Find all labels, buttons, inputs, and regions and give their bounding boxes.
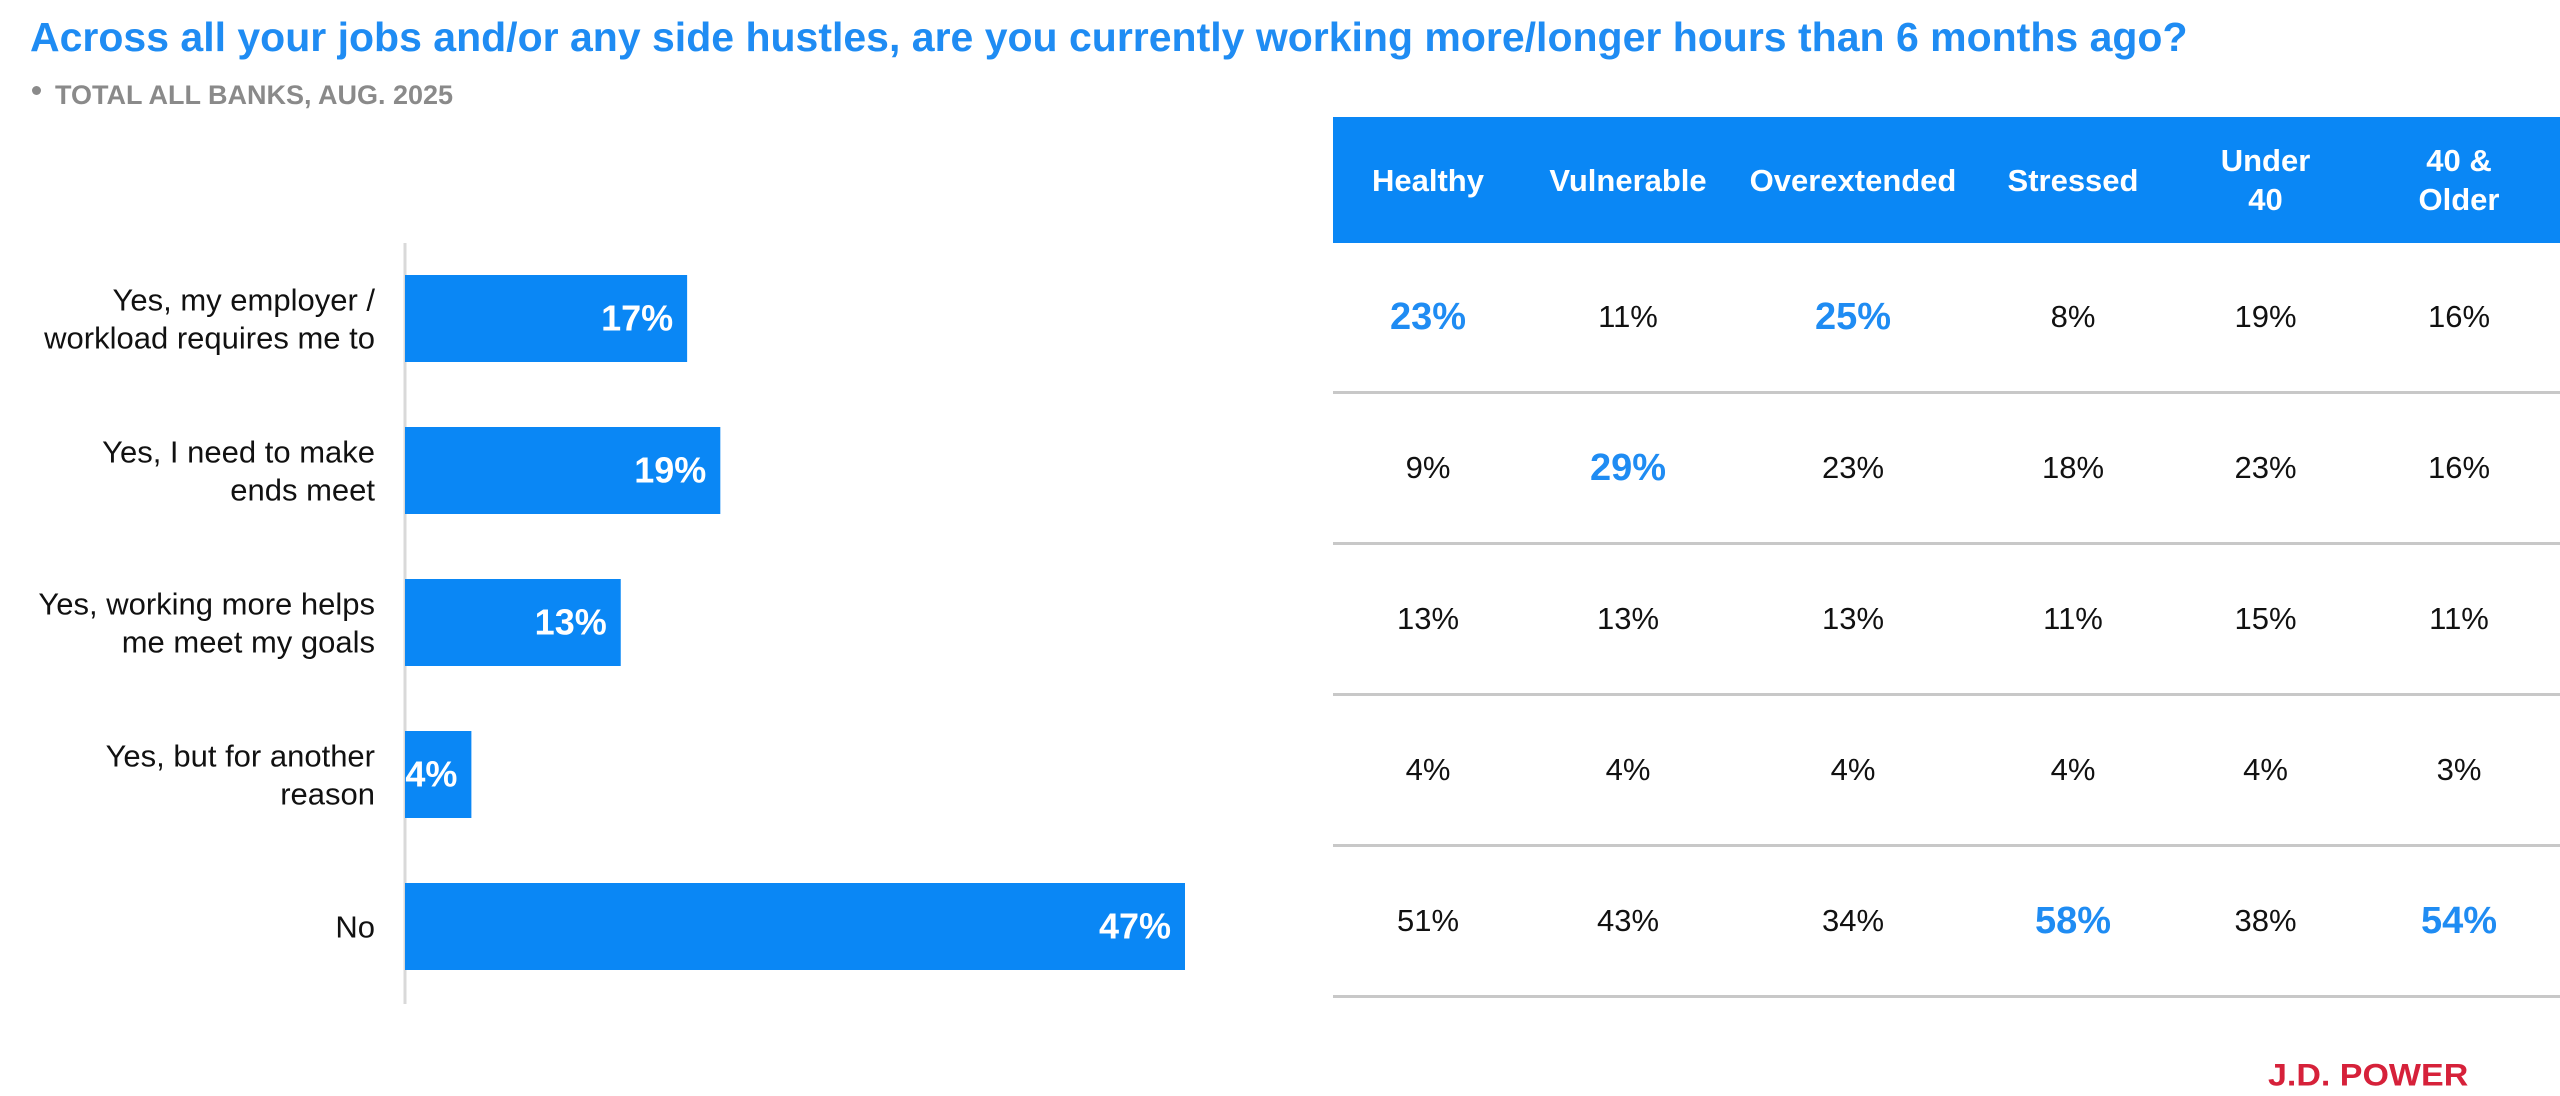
bar-value-label-2: 13% xyxy=(535,602,607,643)
category-label-0: Yes, my employer / workload requires me t… xyxy=(43,283,375,356)
table-cell: 51% xyxy=(1396,903,1460,938)
category-label-line: reason xyxy=(280,777,375,812)
chart-title: Across all your jobs and/or any side hus… xyxy=(30,14,2188,60)
category-label-line: Yes, I need to make xyxy=(102,435,375,470)
category-label-1: Yes, I need to make ends meet xyxy=(102,435,375,508)
table-cell: 11% xyxy=(2043,601,2103,636)
category-label-line: Yes, my employer / xyxy=(113,283,376,318)
table-cell: 8% xyxy=(2050,299,2096,334)
table-row: 9% 29% 23% 18% 23% 16% xyxy=(1333,394,2560,545)
table-cell: 23% xyxy=(2234,450,2297,485)
column-header-4: Under 40 xyxy=(2173,117,2358,243)
table-cell: 4% xyxy=(1605,752,1651,787)
category-label-line: Yes, but for another xyxy=(106,739,375,774)
table-cell-highlight: 23% xyxy=(1389,295,1467,338)
table-row: 4% 4% 4% 4% 4% 3% xyxy=(1333,696,2560,847)
table-cell: 43% xyxy=(1596,903,1660,938)
category-label-3: Yes, but for another reason xyxy=(106,739,375,812)
category-label-2: Yes, working more helps me meet my goals xyxy=(38,587,375,660)
table-cell: 4% xyxy=(2050,752,2096,787)
chart-subtitle: TOTAL ALL BANKS, AUG. 2025 xyxy=(30,80,453,111)
category-label-line: workload requires me to xyxy=(43,321,375,356)
table-cell: 16% xyxy=(2427,450,2491,485)
table-cell: 4% xyxy=(2243,752,2288,787)
column-header-line: Under xyxy=(2220,143,2311,178)
bar-value-label-3: 4% xyxy=(405,754,457,795)
table-cell: 11% xyxy=(2429,601,2489,636)
bar-1 xyxy=(405,427,721,514)
column-header-line: 40 & xyxy=(2426,143,2492,178)
column-header-5: 40 & Older xyxy=(2358,117,2560,243)
bar-4 xyxy=(405,883,1185,970)
column-header-line: 40 xyxy=(2248,182,2283,217)
column-header-line: Overextended xyxy=(1749,162,1957,198)
table-cell: 9% xyxy=(1405,450,1451,485)
category-label-line: No xyxy=(335,910,375,945)
table-row: 23% 11% 25% 8% 19% 16% xyxy=(1333,243,2560,394)
bullet-icon xyxy=(32,86,41,95)
table-body: 23% 11% 25% 8% 19% 16% 9% 29% 23% 18% 23% 16% 13% 13%… xyxy=(1333,243,2560,998)
column-header-line: Older xyxy=(2418,182,2500,217)
table-cell: 34% xyxy=(1821,903,1885,938)
table-cell: 4% xyxy=(1830,752,1876,787)
table-cell-highlight: 29% xyxy=(1589,446,1667,489)
column-header-3: Stressed xyxy=(1973,117,2173,243)
category-label-line: me meet my goals xyxy=(122,625,375,660)
jd-power-logo: J.D. POWER xyxy=(2268,1058,2469,1093)
table-header: Healthy Vulnerable Overextended Stressed Und… xyxy=(1333,117,2560,243)
table-cell: 13% xyxy=(1596,601,1660,636)
column-header-line: Healthy xyxy=(1372,162,1484,198)
table-cell: 16% xyxy=(2427,299,2491,334)
category-label-line: Yes, working more helps xyxy=(38,587,375,622)
bar-2 xyxy=(405,579,621,666)
column-header-line: Stressed xyxy=(2007,162,2139,198)
bar-value-label-4: 47% xyxy=(1099,906,1171,947)
table-cell: 11% xyxy=(1598,299,1658,334)
table-cell-highlight: 54% xyxy=(2420,899,2498,942)
table-cell: 15% xyxy=(2234,601,2297,636)
column-header-0: Healthy xyxy=(1333,117,1523,243)
table-cell-highlight: 25% xyxy=(1814,295,1892,338)
column-header-line: Vulnerable xyxy=(1549,162,1707,198)
segment-table: Healthy Vulnerable Overextended Stressed Und… xyxy=(1333,117,2560,998)
category-label-4: No xyxy=(335,910,375,945)
table-cell: 23% xyxy=(1821,450,1885,485)
category-label-line: ends meet xyxy=(230,473,375,508)
table-cell: 13% xyxy=(1821,601,1885,636)
table-cell: 19% xyxy=(2234,299,2297,334)
subtitle-text: TOTAL ALL BANKS, AUG. 2025 xyxy=(55,80,454,110)
table-row: 13% 13% 13% 11% 15% 11% xyxy=(1333,545,2560,696)
table-row: 51% 43% 34% 58% 38% 54% xyxy=(1333,847,2560,998)
table-cell: 13% xyxy=(1396,601,1460,636)
table-cell: 18% xyxy=(2041,450,2105,485)
table-cell: 4% xyxy=(1405,752,1451,787)
bar-3 xyxy=(405,731,472,818)
bar-chart: 17% Yes, my employer / workload requires m… xyxy=(38,243,1185,1004)
table-cell: 3% xyxy=(2436,752,2482,787)
bar-value-label-1: 19% xyxy=(634,450,706,491)
column-header-1: Vulnerable xyxy=(1523,117,1733,243)
table-cell-highlight: 58% xyxy=(2034,899,2112,942)
bar-value-label-0: 17% xyxy=(601,298,673,339)
column-header-2: Overextended xyxy=(1733,117,1973,243)
table-cell: 38% xyxy=(2234,903,2297,938)
bar-0 xyxy=(405,275,688,362)
